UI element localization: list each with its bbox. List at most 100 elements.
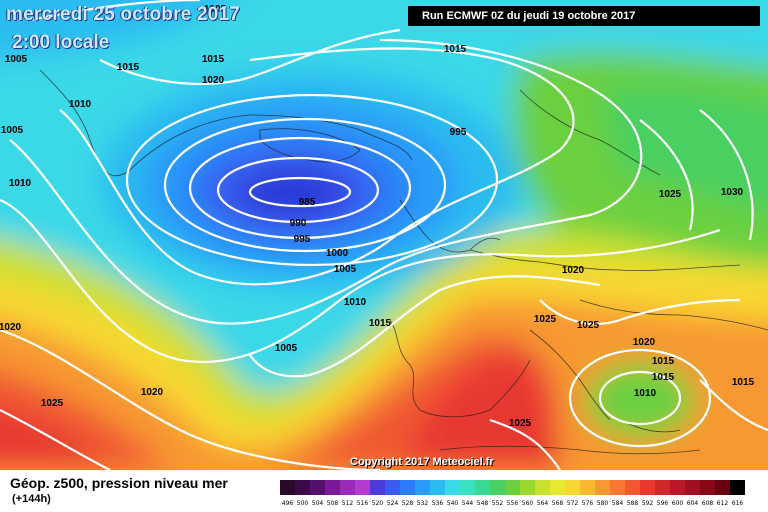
- color-swatch: [625, 480, 640, 495]
- color-swatch: [415, 480, 430, 495]
- isobar-label: 1010: [9, 178, 32, 189]
- color-swatch: [325, 480, 340, 495]
- color-swatch: [730, 480, 745, 495]
- isobar-label: 985: [299, 197, 316, 208]
- isobar-label: 1025: [509, 418, 532, 429]
- color-scale-label: 528: [402, 500, 414, 507]
- color-scale-label: 540: [447, 500, 459, 507]
- isobar-label: 1020: [0, 322, 22, 333]
- color-scale-label: 548: [477, 500, 489, 507]
- color-swatch: [520, 480, 535, 495]
- color-scale-label: 508: [327, 500, 339, 507]
- isobar-label: 990: [290, 218, 307, 229]
- color-swatch: [535, 480, 550, 495]
- isobar-label: 1005: [334, 264, 357, 275]
- color-swatch: [595, 480, 610, 495]
- isobar-label: 1005: [275, 343, 298, 354]
- color-scale-label: 516: [357, 500, 369, 507]
- color-swatch: [700, 480, 715, 495]
- color-scale-label: 584: [612, 500, 624, 507]
- copyright: Copyright 2017 Meteociel.fr: [350, 456, 494, 468]
- legend-subtitle: (+144h): [12, 493, 51, 505]
- isobar-label: 995: [294, 234, 311, 245]
- color-swatch: [460, 480, 475, 495]
- run-info: Run ECMWF 0Z du jeudi 19 octobre 2017: [408, 6, 760, 26]
- isobar-label: 1015: [202, 54, 225, 65]
- color-swatch: [670, 480, 685, 495]
- color-swatch: [385, 480, 400, 495]
- isobars: [0, 0, 768, 470]
- isobar-label: 1015: [369, 318, 392, 329]
- color-swatch: [505, 480, 520, 495]
- color-scale-label: 532: [417, 500, 429, 507]
- color-scale-label: 552: [492, 500, 504, 507]
- isobar-label: 1015: [652, 356, 675, 367]
- isobar-label: 1015: [732, 377, 755, 388]
- color-scale-label: 588: [627, 500, 639, 507]
- color-swatch: [655, 480, 670, 495]
- color-scale-label: 608: [702, 500, 714, 507]
- color-swatch: [310, 480, 325, 495]
- color-swatch: [430, 480, 445, 495]
- color-swatch: [610, 480, 625, 495]
- color-swatch: [370, 480, 385, 495]
- isobar-label: 1025: [659, 189, 682, 200]
- color-scale-label: 600: [672, 500, 684, 507]
- color-scale-label: 596: [657, 500, 669, 507]
- isobar-label: 1025: [41, 398, 64, 409]
- color-swatch: [565, 480, 580, 495]
- isobar-label: 1020: [633, 337, 656, 348]
- color-scale-label: 572: [567, 500, 579, 507]
- isobar-label: 1025: [534, 314, 557, 325]
- coastlines: [39, 69, 768, 455]
- isobar-label: 1005: [1, 125, 24, 136]
- color-scale-label: 504: [312, 500, 324, 507]
- isobar-label: 1015: [652, 372, 675, 383]
- color-swatch: [715, 480, 730, 495]
- color-swatch: [550, 480, 565, 495]
- color-scale-label: 544: [462, 500, 474, 507]
- forecast-date: mercredi 25 octobre 2017: [6, 4, 240, 25]
- legend-title: Géop. z500, pression niveau mer: [10, 475, 228, 491]
- isobar-label: 1010: [344, 297, 367, 308]
- isobar-label: 1000: [326, 248, 349, 259]
- color-scale-label: 612: [717, 500, 729, 507]
- color-scale-label: 556: [507, 500, 519, 507]
- isobar-label: 1015: [117, 62, 140, 73]
- color-scale-label: 616: [732, 500, 744, 507]
- isobar-label: 1015: [444, 44, 467, 55]
- color-swatch: [490, 480, 505, 495]
- isobar-label: 1020: [141, 387, 164, 398]
- color-swatch: [640, 480, 655, 495]
- color-swatch: [685, 480, 700, 495]
- color-swatch: [580, 480, 595, 495]
- geopotential-field: [0, 0, 768, 470]
- isobar-label: 995: [450, 127, 467, 138]
- isobar-label: 1020: [202, 75, 225, 86]
- isobar-label: 1010: [69, 99, 92, 110]
- color-scale-label: 512: [342, 500, 354, 507]
- color-swatch: [355, 480, 370, 495]
- color-scale: 496 500 504 508 512 516 520 524 528 532 536 540 544 5…: [280, 480, 745, 507]
- color-scale-label: 500: [297, 500, 309, 507]
- color-swatch: [475, 480, 490, 495]
- color-swatch: [445, 480, 460, 495]
- color-scale-label: 564: [537, 500, 549, 507]
- color-scale-label: 524: [387, 500, 399, 507]
- color-scale-label: 560: [522, 500, 534, 507]
- color-scale-label: 536: [432, 500, 444, 507]
- isobar-label: 1025: [577, 320, 600, 331]
- color-scale-label: 576: [582, 500, 594, 507]
- color-swatch: [340, 480, 355, 495]
- color-swatch: [400, 480, 415, 495]
- isobar-label: 1030: [721, 187, 744, 198]
- color-scale-label: 604: [687, 500, 699, 507]
- forecast-time: 2:00 locale: [12, 32, 110, 53]
- color-scale-label: 592: [642, 500, 654, 507]
- isobar-label: 1020: [562, 265, 585, 276]
- isobar-label: 1010: [634, 388, 657, 399]
- color-swatch: [295, 480, 310, 495]
